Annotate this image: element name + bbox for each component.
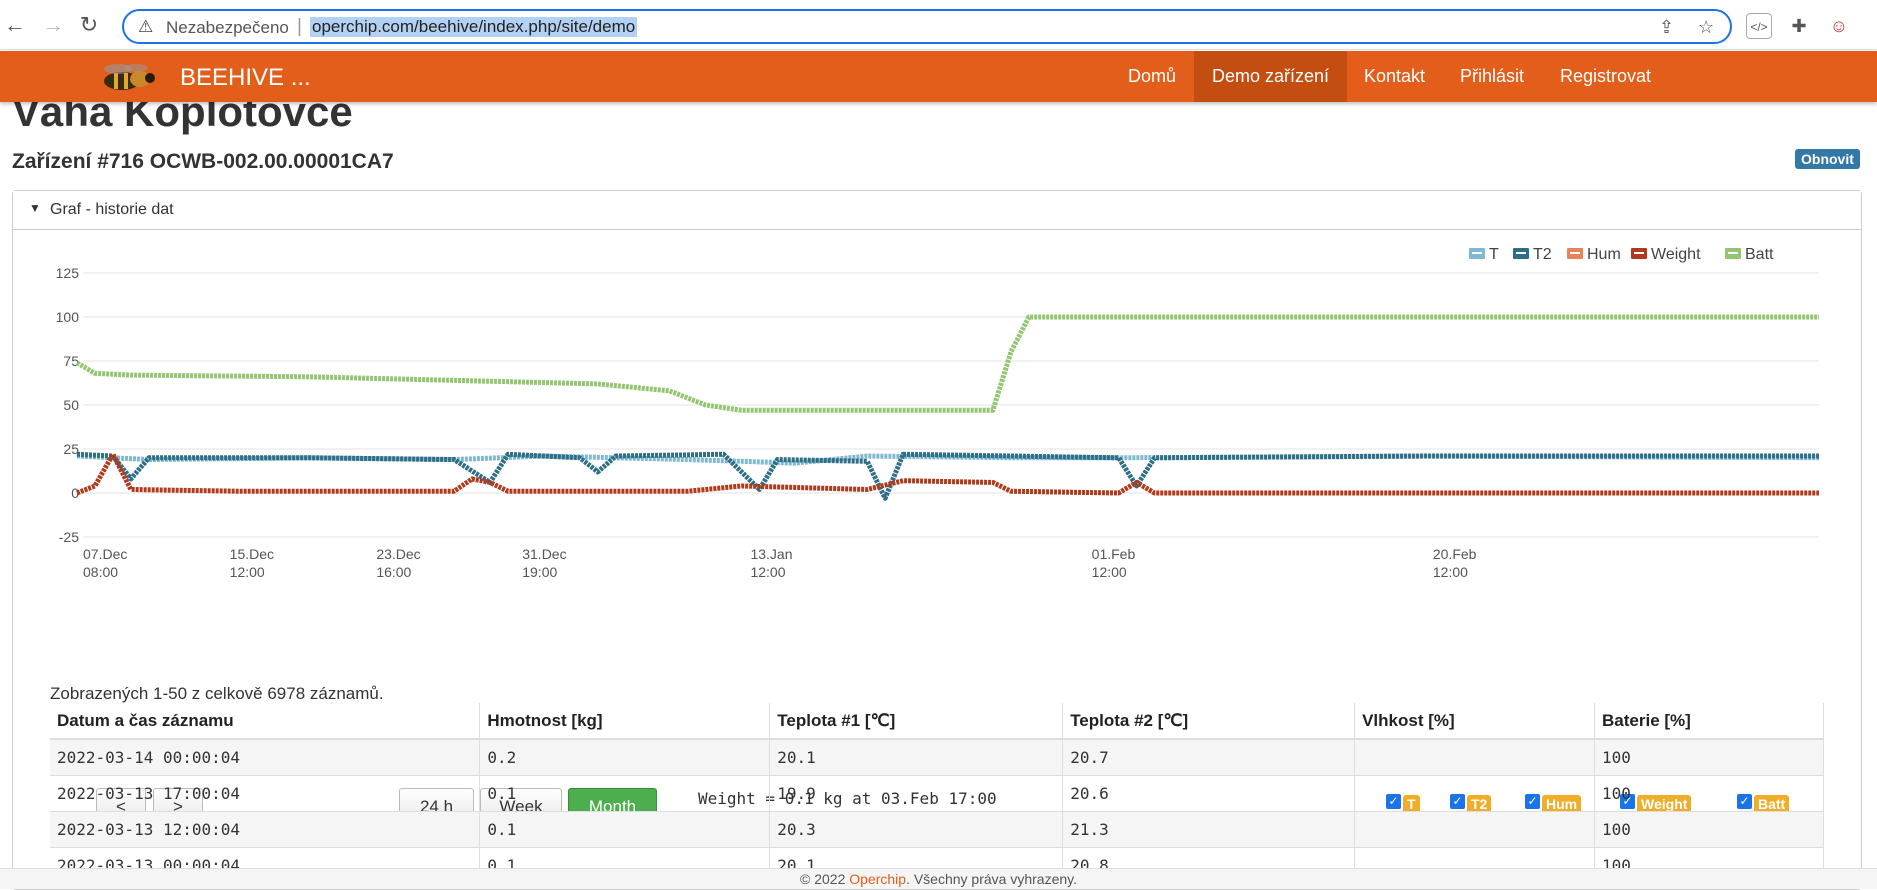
share-icon[interactable]: ⇪: [1659, 17, 1675, 37]
legend-label-T2: T2: [1533, 246, 1552, 263]
legend-label-Batt: Batt: [1745, 246, 1774, 263]
site-navbar: BEEHIVE ... Domů Demo zařízení Kontakt P…: [0, 51, 1877, 102]
x-tick-label: 12:00: [750, 564, 785, 580]
device-title: Zařízení #716 OCWB-002.00.00001CA7: [12, 150, 394, 173]
x-tick-label: 19:00: [522, 564, 557, 580]
bee-logo-icon: [104, 64, 155, 90]
url-text[interactable]: operchip.com/beehive/index.php/site/demo: [310, 17, 638, 37]
cell-datetime: 2022-03-13 12:00:04: [50, 810, 481, 847]
footer-prefix: © 2022: [800, 871, 850, 887]
address-bar[interactable]: ⚠ Nezabezpečeno | operchip.com/beehive/i…: [122, 9, 1732, 44]
nav-contact[interactable]: Kontakt: [1364, 66, 1426, 86]
x-tick-label: 12:00: [1433, 564, 1468, 580]
x-tick-label: 31.Dec: [522, 546, 566, 562]
y-tick-label: 0: [71, 485, 79, 501]
x-tick-label: 23.Dec: [376, 546, 420, 562]
devtools-extension-icon[interactable]: </>: [1746, 13, 1772, 39]
cell-battery: 100: [1594, 810, 1824, 847]
column-header-datetime[interactable]: Datum a čas záznamu: [50, 703, 481, 740]
cell-temp2: 20.6: [1062, 774, 1356, 811]
cell-weight: 0.1: [479, 774, 771, 811]
x-tick-label: 07.Dec: [83, 546, 127, 562]
y-tick-label: 100: [56, 309, 80, 325]
nav-demo-devices[interactable]: Demo zařízení: [1194, 51, 1348, 102]
footer-suffix: . Všechny práva vyhrazeny.: [906, 871, 1077, 887]
brand-name[interactable]: BEEHIVE ...: [180, 64, 311, 91]
column-header-weight[interactable]: Hmotnost [kg]: [479, 703, 771, 740]
y-tick-label: 25: [63, 441, 79, 457]
separator: |: [297, 16, 302, 37]
graph-panel-header[interactable]: ▼ Graf - historie dat: [13, 191, 1861, 230]
cell-temp1: 19.9: [769, 774, 1064, 811]
back-arrow-icon[interactable]: ←: [4, 12, 26, 37]
table-row: 2022-03-13 12:00:04 0.1 20.3 21.3 100: [50, 810, 1824, 847]
warning-icon[interactable]: ⚠: [138, 17, 154, 36]
table-row: 2022-03-13 17:00:04 0.1 19.9 20.6 100: [50, 774, 1824, 811]
series-line-T2: [76, 451, 1819, 501]
table-header-row: Datum a čas záznamu Hmotnost [kg] Teplot…: [50, 703, 1824, 740]
legend-swatch-mark: [1634, 252, 1644, 254]
cell-weight: 0.2: [479, 738, 771, 775]
column-header-temp1[interactable]: Teplota #1 [℃]: [769, 703, 1064, 740]
cell-temp1: 20.1: [769, 738, 1064, 775]
records-summary: Zobrazených 1-50 z celkově 6978 záznamů.: [50, 684, 384, 703]
cell-weight: 0.1: [479, 810, 771, 847]
column-header-battery[interactable]: Baterie [%]: [1594, 703, 1824, 740]
series-line-Weight: [76, 451, 1819, 496]
footer-brand-link[interactable]: Operchip: [849, 871, 907, 887]
y-tick-label: 50: [63, 397, 79, 413]
legend-swatch-mark: [1472, 252, 1482, 254]
cell-temp2: 21.3: [1062, 810, 1356, 847]
star-icon[interactable]: ☆: [1698, 17, 1715, 37]
x-tick-label: 12:00: [230, 564, 265, 580]
legend-swatch-mark: [1570, 252, 1580, 254]
records-table: Datum a čas záznamu Hmotnost [kg] Teplot…: [50, 703, 1824, 883]
x-tick-label: 20.Feb: [1433, 546, 1477, 562]
cell-humidity: [1354, 738, 1596, 775]
y-tick-label: 75: [63, 353, 79, 369]
graph-panel-title: Graf - historie dat: [50, 201, 174, 218]
legend-swatch-mark: [1728, 252, 1738, 254]
legend-label-Weight: Weight: [1651, 246, 1701, 263]
extensions-puzzle-icon[interactable]: ✚: [1791, 16, 1807, 36]
cell-datetime: 2022-03-14 00:00:04: [50, 738, 481, 775]
table-row: 2022-03-14 00:00:04 0.2 20.1 20.7 100: [50, 738, 1824, 775]
x-tick-label: 15.Dec: [230, 546, 274, 562]
nav-login[interactable]: Přihlásit: [1460, 66, 1525, 86]
caret-down-icon: ▼: [29, 201, 41, 215]
x-tick-label: 13.Jan: [750, 546, 792, 562]
series-line-T: [76, 453, 1820, 466]
series-line-Batt: [75, 314, 1819, 413]
cell-datetime: 2022-03-13 17:00:04: [50, 774, 481, 811]
legend-label-Hum: Hum: [1587, 246, 1621, 263]
y-tick-label: -25: [59, 529, 79, 545]
x-tick-label: 01.Feb: [1092, 546, 1136, 562]
forward-arrow-icon[interactable]: →: [42, 12, 64, 37]
insecure-label: Nezabezpečeno: [166, 18, 289, 37]
cell-humidity: [1354, 774, 1596, 811]
cell-temp2: 20.7: [1062, 738, 1356, 775]
nav-register[interactable]: Registrovat: [1560, 66, 1652, 86]
cell-temp1: 20.3: [769, 810, 1064, 847]
cell-humidity: [1354, 810, 1596, 847]
reload-icon[interactable]: ↻: [79, 12, 99, 37]
x-tick-label: 08:00: [83, 564, 118, 580]
legend-label-T: T: [1489, 246, 1499, 263]
x-tick-label: 12:00: [1092, 564, 1127, 580]
page-footer: © 2022 Operchip. Všechny práva vyhrazeny…: [0, 868, 1877, 889]
column-header-humidity[interactable]: Vlhkost [%]: [1354, 703, 1596, 740]
y-tick-label: 125: [56, 265, 80, 281]
column-header-temp2[interactable]: Teplota #2 [℃]: [1062, 703, 1356, 740]
x-tick-label: 16:00: [376, 564, 411, 580]
legend-swatch-mark: [1516, 252, 1526, 254]
profile-icon[interactable]: ☺: [1829, 16, 1849, 36]
cell-battery: 100: [1594, 774, 1824, 811]
refresh-button[interactable]: Obnovit: [1795, 149, 1860, 169]
browser-toolbar: ← → ↻ ⚠ Nezabezpečeno | operchip.com/bee…: [0, 0, 1877, 50]
nav-home[interactable]: Domů: [1128, 66, 1177, 86]
cell-battery: 100: [1594, 738, 1824, 775]
